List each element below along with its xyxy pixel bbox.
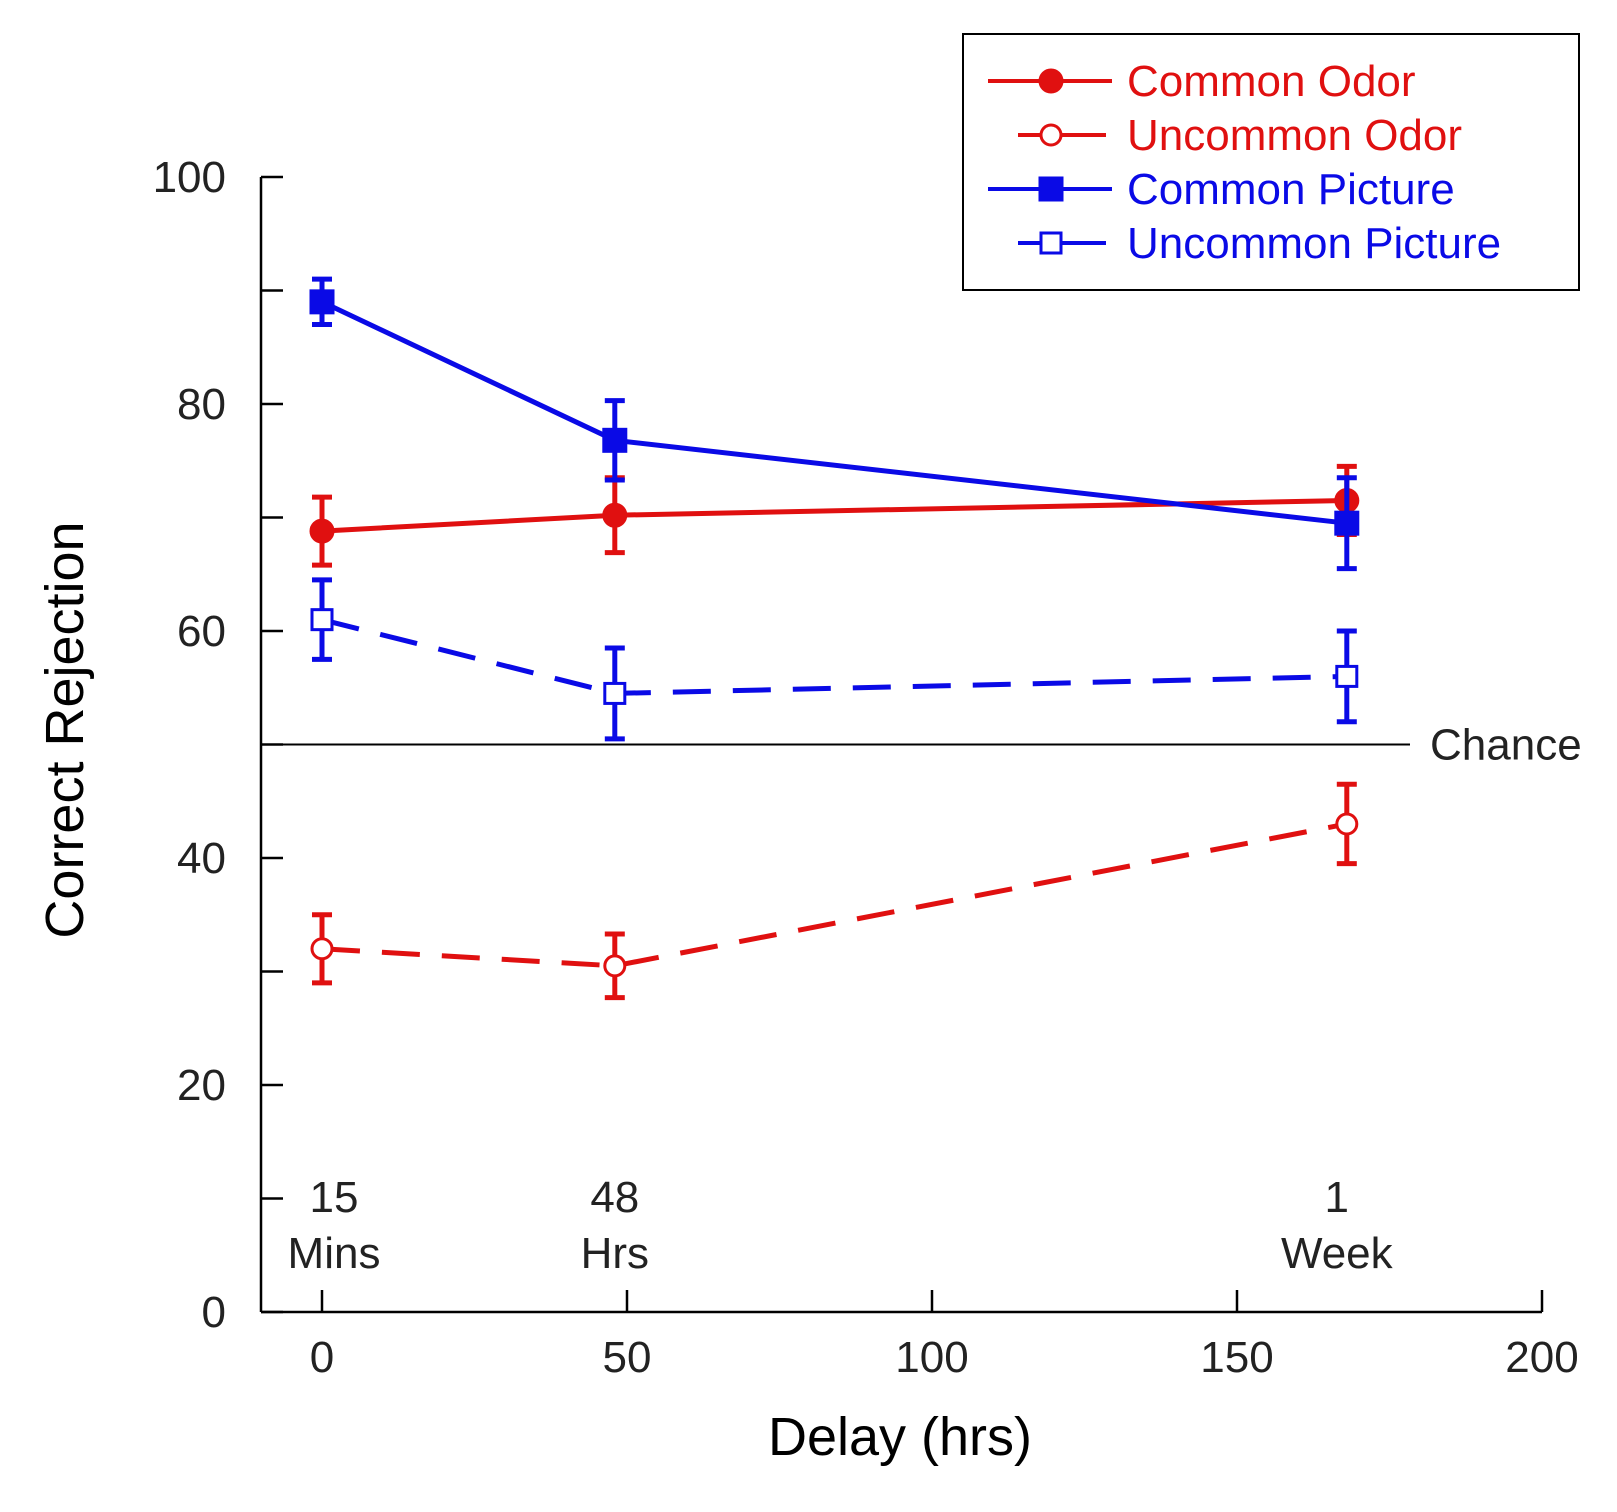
delay-annotation-value: 1 — [1325, 1173, 1349, 1222]
series-line — [321, 617, 1347, 696]
legend-label: Common Picture — [1127, 165, 1455, 214]
series-line — [321, 821, 1348, 969]
legend-label: Uncommon Picture — [1127, 219, 1501, 268]
y-tick-label: 100 — [153, 153, 226, 202]
data-point — [309, 518, 335, 544]
legend-label: Common Odor — [1127, 57, 1416, 106]
delay-annotation-unit: Mins — [288, 1229, 381, 1278]
data-point — [1335, 812, 1359, 836]
legend-entry: Uncommon Odor — [1018, 111, 1462, 160]
legend-entry: Uncommon Picture — [1018, 219, 1501, 268]
x-tick-label: 50 — [603, 1333, 652, 1382]
legend-marker — [1038, 68, 1064, 94]
data-point — [602, 502, 628, 528]
data-point — [603, 681, 627, 705]
series-uncommon-picture — [310, 577, 1359, 742]
y-tick-label: 80 — [177, 380, 226, 429]
legend-marker — [1039, 231, 1063, 255]
series-common-picture — [309, 276, 1360, 572]
x-tick-label: 0 — [310, 1333, 334, 1382]
y-axis-title: Correct Rejection — [35, 521, 95, 938]
delay-annotation-value: 48 — [590, 1173, 639, 1222]
delay-annotation-value: 15 — [310, 1173, 359, 1222]
series-uncommon-odor — [310, 781, 1359, 1001]
data-point — [310, 937, 334, 961]
axes: 0 20 40 60 80 100 0 50 100 150 200 — [153, 153, 1579, 1382]
legend-marker — [1038, 176, 1064, 202]
series-common-odor — [309, 463, 1360, 568]
legend-entry: Common Odor — [988, 57, 1416, 106]
y-tick-label: 20 — [177, 1061, 226, 1110]
data-point — [309, 289, 335, 315]
delay-annotations: 15 Mins 48 Hrs 1 Week — [288, 1173, 1394, 1278]
data-point — [602, 427, 628, 453]
x-tick-label: 150 — [1200, 1333, 1273, 1382]
legend-entry: Common Picture — [988, 165, 1455, 214]
series-layer — [309, 276, 1360, 1001]
legend-label: Uncommon Odor — [1127, 111, 1462, 160]
data-point — [310, 608, 334, 632]
y-tick-label: 60 — [177, 607, 226, 656]
delay-annotation-unit: Hrs — [581, 1229, 649, 1278]
x-tick-label: 100 — [895, 1333, 968, 1382]
data-point — [1335, 664, 1359, 688]
chance-layer: Chance — [261, 721, 1582, 770]
y-tick-label: 0 — [202, 1288, 226, 1337]
y-tick-label: 40 — [177, 834, 226, 883]
data-point — [1334, 510, 1360, 536]
legend-box — [962, 33, 1580, 291]
delay-annotation-unit: Week — [1281, 1229, 1394, 1278]
chance-label: Chance — [1430, 721, 1582, 770]
data-point — [603, 954, 627, 978]
legend-marker — [1039, 123, 1063, 147]
x-tick-label: 200 — [1505, 1333, 1578, 1382]
legend: Common Odor Uncommon Odor Common Picture Un… — [962, 33, 1580, 291]
series-line — [320, 299, 1348, 526]
x-axis-title: Delay (hrs) — [768, 1407, 1032, 1467]
